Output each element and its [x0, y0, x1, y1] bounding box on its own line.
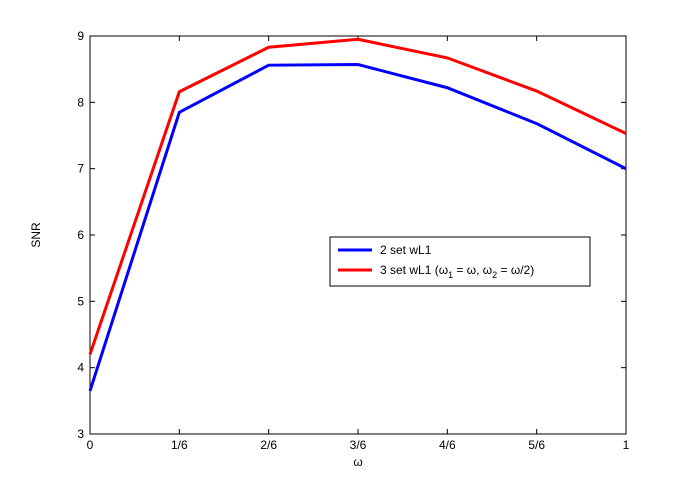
- x-tick-label: 5/6: [528, 438, 545, 452]
- series-line-1: [88, 63, 627, 392]
- legend-text-part: = ω, ω: [453, 263, 492, 277]
- y-axis-label: SNR: [29, 222, 43, 248]
- legend-subscript: 2: [492, 270, 497, 280]
- x-tick-label: 1: [623, 438, 630, 452]
- plot-area: [89, 35, 627, 435]
- y-tick-label: 3: [77, 427, 84, 441]
- legend-subscript: 1: [448, 270, 453, 280]
- x-axis-label: ω: [353, 455, 362, 469]
- axis-ticks: 0 1/6 2/6 3/6 4/6 5/6 1 3 4 5 6 7 8 9: [77, 29, 629, 452]
- x-tick-label: 0: [87, 438, 94, 452]
- x-tick-label: 2/6: [260, 438, 277, 452]
- legend: 2 set wL1 3 set wL1 (ω1 = ω, ω2 = ω/2): [329, 236, 591, 287]
- legend-box: [329, 236, 591, 287]
- legend-text-part: 3 set wL1 (ω: [380, 263, 448, 277]
- y-tick-label: 7: [77, 162, 84, 176]
- x-tick-label: 3/6: [350, 438, 367, 452]
- legend-label-1: 2 set wL1: [380, 243, 432, 257]
- x-tick-label: 1/6: [171, 438, 188, 452]
- x-tick-label: 4/6: [439, 438, 456, 452]
- series-layer: [88, 37, 627, 392]
- y-tick-label: 5: [77, 294, 84, 308]
- y-tick-label: 4: [77, 361, 84, 375]
- series-line-2: [88, 37, 627, 355]
- y-tick-label: 6: [77, 228, 84, 242]
- y-tick-label: 9: [77, 29, 84, 43]
- y-tick-label: 8: [77, 95, 84, 109]
- legend-label-2: 3 set wL1 (ω1 = ω, ω2 = ω/2): [380, 263, 534, 280]
- legend-text-part: = ω/2): [497, 263, 534, 277]
